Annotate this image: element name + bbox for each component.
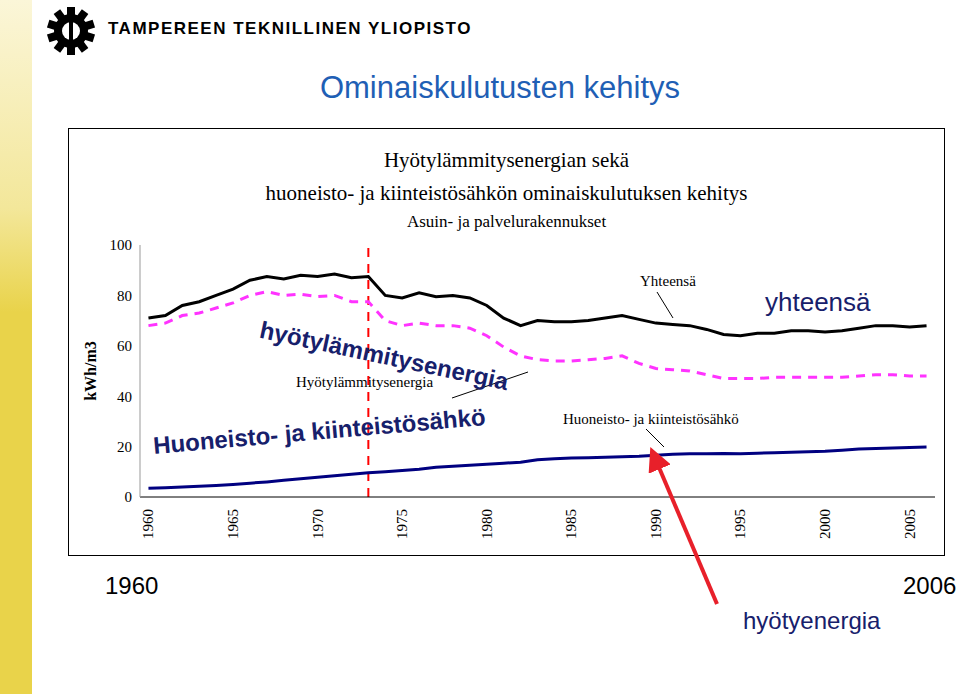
html-text:1960: 1960 (105, 572, 159, 599)
svg-text:1985: 1985 (563, 509, 579, 539)
html-text:huoneisto- ja kiinteistösähkön: huoneisto- ja kiinteistösähkön ominaisku… (265, 181, 748, 205)
html-text:Yhteensä: Yhteensä (640, 273, 696, 289)
svg-text:2000: 2000 (817, 509, 833, 539)
html-text:hyötyenergia: hyötyenergia (743, 607, 881, 634)
html-text:Asuin- ja palvelurakennukset: Asuin- ja palvelurakennukset (406, 212, 607, 231)
svg-text:60: 60 (117, 338, 132, 354)
html-text:2006: 2006 (903, 572, 957, 599)
html-text:TAMPEREEN TEKNILLINEN YLIOPIST: TAMPEREEN TEKNILLINEN YLIOPISTO (108, 19, 472, 38)
svg-text:100: 100 (110, 237, 133, 253)
svg-text:1980: 1980 (479, 509, 495, 539)
svg-text:1990: 1990 (648, 509, 664, 539)
html-text:hyötylämmitysenergia: hyötylämmitysenergia (257, 316, 511, 396)
html-text:Ominaiskulutusten kehitys: Ominaiskulutusten kehitys (319, 70, 680, 105)
html-text:Hyötylämmitysenergia: Hyötylämmitysenergia (296, 374, 434, 390)
html-text:kWh/m3: kWh/m3 (82, 341, 99, 401)
html-text:Hyötylämmitysenergian sekä: Hyötylämmitysenergian sekä (383, 148, 630, 172)
svg-text:20: 20 (117, 439, 132, 455)
svg-text:1975: 1975 (394, 509, 410, 539)
svg-text:1965: 1965 (225, 509, 241, 539)
svg-text:80: 80 (117, 288, 132, 304)
svg-text:0: 0 (125, 489, 133, 505)
svg-text:1995: 1995 (732, 509, 748, 539)
html-text:Huoneisto- ja kiinteistösähkö: Huoneisto- ja kiinteistösähkö (563, 411, 739, 427)
svg-text:1960: 1960 (140, 509, 156, 539)
html-text:yhteensä: yhteensä (765, 287, 871, 317)
svg-text:2005: 2005 (902, 509, 918, 539)
svg-text:1970: 1970 (310, 509, 326, 539)
html-text:Huoneisto- ja kiinteistösähkö: Huoneisto- ja kiinteistösähkö (152, 402, 487, 459)
svg-text:40: 40 (117, 389, 132, 405)
